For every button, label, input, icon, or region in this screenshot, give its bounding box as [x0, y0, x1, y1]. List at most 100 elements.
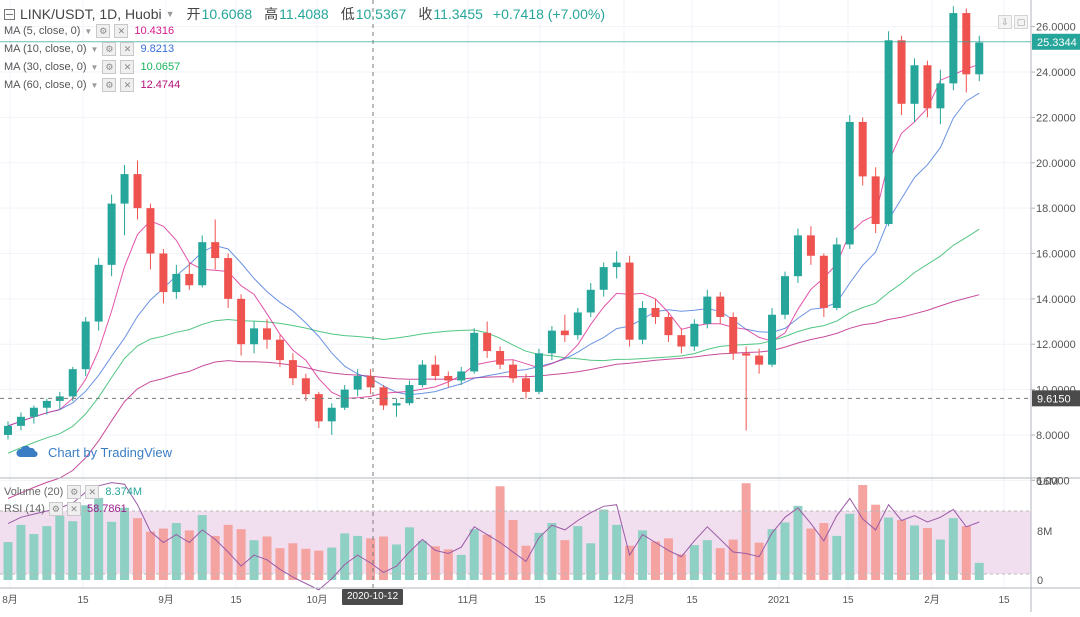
settings-icon[interactable]: ⚙ [102, 78, 117, 92]
settings-icon[interactable]: ⚙ [102, 42, 117, 56]
candle-body [81, 321, 90, 370]
settings-icon[interactable]: ⚙ [102, 60, 117, 74]
time-tick-label: 2021 [768, 595, 791, 606]
candle-body [146, 208, 155, 254]
price-tick-label: 20.0000 [1036, 158, 1076, 170]
volume-bar [948, 518, 958, 580]
volume-bar [133, 518, 142, 580]
candlesticks [4, 6, 984, 440]
candle-body [483, 332, 492, 352]
volume-bar [469, 529, 479, 580]
open-value: 10.6068 [201, 6, 253, 22]
volume-bar [107, 521, 117, 580]
close-icon[interactable]: ✕ [120, 42, 135, 56]
chevron-down-icon[interactable]: ▼ [165, 9, 175, 19]
candle [871, 167, 880, 234]
collapse-pane-icon[interactable]: ⇩ [998, 15, 1012, 29]
volume-bar [715, 548, 725, 580]
candle-body [625, 262, 634, 340]
volume-bar [651, 541, 660, 580]
settings-icon[interactable]: ⚙ [96, 24, 111, 38]
candle [470, 328, 479, 374]
chevron-down-icon[interactable]: ▼ [84, 26, 93, 36]
ma5-label: MA (5, close, 0) [4, 25, 81, 37]
settings-icon[interactable]: ⚙ [48, 502, 63, 516]
candle [185, 262, 194, 290]
ma10-label: MA (10, close, 0) [4, 43, 87, 55]
volume-bar [780, 522, 790, 580]
candle [768, 307, 777, 367]
candle [547, 326, 556, 361]
time-tick-label: 9月 [158, 594, 174, 606]
candle-body [586, 289, 595, 313]
candle [379, 385, 388, 411]
candle [263, 319, 271, 349]
ma5-legend[interactable]: MA (5, close, 0) ▼ ⚙ ✕ 10.4316 [4, 22, 174, 40]
candle-body [4, 425, 12, 435]
candle [638, 301, 647, 345]
volume-bar [793, 505, 803, 580]
close-icon[interactable]: ✕ [114, 24, 129, 38]
expand-pane-icon[interactable]: ▢ [1014, 15, 1028, 29]
candle-body [884, 40, 893, 225]
candle-body [366, 375, 375, 388]
volume-bar [171, 523, 181, 580]
ma5-line [7, 63, 980, 427]
ma60-legend[interactable]: MA (60, close, 0) ▼ ⚙ ✕ 12.4744 [4, 76, 180, 94]
close-icon[interactable]: ✕ [120, 78, 135, 92]
volume-bar [935, 539, 945, 580]
chevron-down-icon[interactable]: ▼ [90, 44, 99, 54]
volume-bar [547, 523, 557, 580]
candle-body [936, 83, 945, 109]
candle [910, 58, 919, 122]
candle-body [94, 264, 103, 322]
volume-bar [638, 530, 648, 580]
time-tick-label: 8月 [2, 594, 18, 606]
volume-bar [676, 554, 686, 580]
settings-icon[interactable]: ⚙ [67, 485, 82, 499]
candle-body [923, 65, 932, 109]
low-label: 低 [340, 6, 355, 22]
chevron-down-icon[interactable]: ▼ [90, 62, 99, 72]
candle-body [677, 335, 686, 347]
candle [211, 219, 220, 270]
candle-body [768, 314, 777, 365]
chevron-down-icon[interactable]: ▼ [90, 80, 99, 90]
candle [353, 369, 362, 397]
candle-body [560, 330, 569, 336]
candle [314, 391, 323, 429]
close-icon[interactable]: ✕ [66, 502, 81, 516]
rsi-legend[interactable]: RSI (14) ⚙ ✕ 58.7861 [4, 501, 127, 517]
candle-body [418, 364, 427, 386]
volume-bar [353, 535, 363, 580]
volume-bar [430, 546, 440, 580]
candle [237, 294, 246, 356]
ma10-legend[interactable]: MA (10, close, 0) ▼ ⚙ ✕ 9.8213 [4, 40, 174, 58]
open-label: 开 [186, 6, 201, 22]
candle-body [793, 235, 802, 277]
volume-bar [806, 528, 816, 580]
candle-body [275, 339, 284, 361]
candle-body [962, 13, 971, 75]
candle [392, 398, 401, 417]
candle-body [133, 174, 142, 209]
candle [301, 373, 310, 401]
volume-bar [767, 529, 777, 580]
candle-body [522, 378, 530, 392]
candle-body [858, 121, 867, 177]
collapse-icon[interactable] [4, 8, 15, 20]
candle-body [237, 298, 246, 345]
volume-bar [456, 554, 466, 580]
ma30-legend[interactable]: MA (30, close, 0) ▼ ⚙ ✕ 10.0657 [4, 58, 180, 76]
close-icon[interactable]: ✕ [85, 485, 100, 499]
volume-bar [884, 517, 894, 580]
close-icon[interactable]: ✕ [120, 60, 135, 74]
volume-bar [262, 536, 272, 580]
candle [755, 348, 764, 374]
candle-body [897, 40, 906, 104]
volume-legend[interactable]: Volume (20) ⚙ ✕ 8.374M [4, 484, 142, 500]
tradingview-watermark[interactable]: Chart by TradingView [16, 442, 172, 462]
symbol-header[interactable]: LINK/USDT, 1D, Huobi ▼ 开 10.6068 高 11.4088… [4, 4, 605, 24]
